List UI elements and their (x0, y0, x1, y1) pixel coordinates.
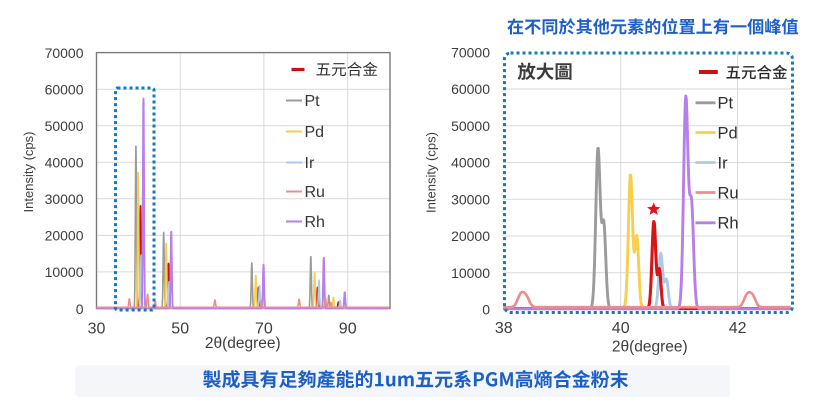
svg-text:60000: 60000 (451, 81, 490, 97)
svg-text:0: 0 (482, 302, 490, 318)
svg-text:42: 42 (729, 320, 747, 337)
svg-text:10000: 10000 (451, 265, 490, 281)
svg-text:30000: 30000 (45, 191, 84, 207)
svg-text:Ir: Ir (305, 155, 315, 172)
svg-text:30: 30 (88, 321, 106, 338)
svg-text:Pt: Pt (305, 93, 321, 110)
svg-text:Rh: Rh (718, 215, 739, 233)
svg-text:20000: 20000 (451, 228, 490, 244)
svg-text:10000: 10000 (45, 264, 84, 280)
svg-text:30000: 30000 (451, 191, 490, 207)
svg-text:Ru: Ru (305, 184, 325, 201)
svg-text:40000: 40000 (451, 155, 490, 171)
svg-text:38: 38 (495, 320, 513, 337)
svg-text:60000: 60000 (45, 82, 84, 98)
svg-text:20000: 20000 (45, 228, 84, 244)
svg-text:50000: 50000 (451, 118, 490, 134)
svg-text:40: 40 (612, 320, 630, 337)
svg-text:0: 0 (76, 301, 84, 317)
svg-text:2θ(degree): 2θ(degree) (612, 339, 688, 356)
svg-text:70: 70 (255, 321, 273, 338)
svg-text:Ir: Ir (718, 154, 729, 172)
svg-text:Pd: Pd (305, 124, 325, 141)
svg-text:50: 50 (171, 321, 189, 338)
svg-text:90: 90 (339, 321, 357, 338)
svg-text:50000: 50000 (45, 118, 84, 134)
svg-text:40000: 40000 (45, 155, 84, 171)
svg-text:Ru: Ru (718, 184, 739, 202)
svg-text:Pd: Pd (718, 124, 738, 142)
svg-text:70000: 70000 (451, 44, 490, 60)
svg-text:70000: 70000 (45, 45, 84, 61)
svg-text:2θ(degree): 2θ(degree) (205, 335, 281, 352)
svg-text:Intensity (cps): Intensity (cps) (423, 132, 438, 213)
svg-text:Rh: Rh (305, 214, 325, 231)
svg-text:Pt: Pt (718, 95, 734, 113)
svg-text:Intensity (cps): Intensity (cps) (21, 132, 36, 213)
